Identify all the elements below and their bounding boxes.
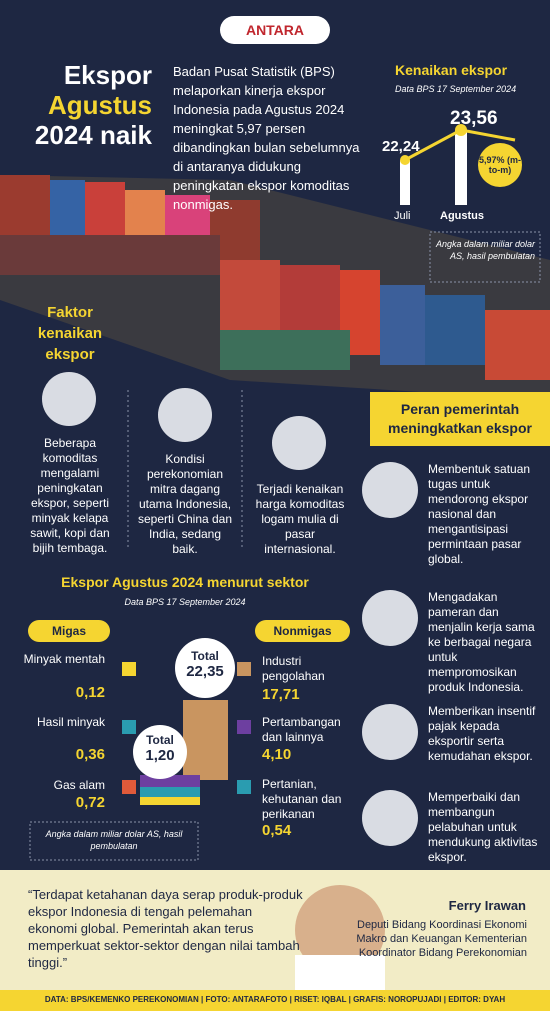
label-july: Juli — [394, 210, 411, 222]
total-value: 1,20 — [145, 747, 175, 764]
icon — [362, 462, 418, 518]
sector-name: Pertambangan dan lainnya — [262, 715, 341, 744]
title: Ekspor Agustus 2024 naik — [10, 60, 152, 150]
sector-source: Data BPS 17 September 2024 — [124, 597, 246, 607]
logo: ANTARA — [220, 16, 330, 44]
title-line: Ekspor — [63, 60, 152, 90]
sector-name: Minyak mentah — [23, 652, 105, 666]
quote: “Terdapat ketahanan daya serap produk-pr… — [28, 887, 303, 970]
label-august: Agustus — [440, 210, 484, 222]
sector-value: 4,10 — [262, 746, 292, 763]
total-migas: Total 1,20 — [133, 725, 187, 779]
factor: Kondisi perekonomian mitra dagang utama … — [137, 452, 233, 556]
roles-title: Peran pemerintah meningkatkan ekspor — [388, 401, 532, 436]
total-label: Total — [191, 649, 219, 663]
sector-value: 0,36 — [75, 746, 105, 763]
sector-name: Pertanian, kehutanan dan perikanan — [262, 777, 342, 821]
factor: Beberapa komoditas mengalami peningkatan… — [30, 436, 110, 555]
sector-name: Industri pengolahan — [262, 654, 325, 683]
increase-title: Kenaikan ekspor — [395, 62, 508, 78]
value-august: 23,56 — [450, 108, 498, 129]
sector-note: Angka dalam miliar dolar AS, hasil pembu… — [45, 829, 183, 851]
role: Memberikan insentif pajak kepada eksport… — [428, 704, 536, 763]
title-line: 2024 naik — [34, 120, 152, 150]
role: Mengadakan pameran dan menjalin kerja sa… — [428, 590, 535, 694]
icon — [362, 704, 418, 760]
role: Memperbaiki dan membangun pelabuhan untu… — [428, 790, 538, 864]
value-july: 22,24 — [382, 138, 420, 155]
factors-title: Faktor kenaikan ekspor — [37, 304, 103, 363]
icon — [362, 590, 418, 646]
sector-value: 17,71 — [262, 686, 300, 703]
icon — [158, 388, 212, 442]
group-label: Migas — [28, 620, 110, 642]
icon — [272, 416, 326, 470]
icon — [362, 790, 418, 846]
title-line: Agustus — [48, 90, 152, 120]
total-nonmigas: Total 22,35 — [175, 638, 235, 698]
increase-note: Angka dalam miliar dolar AS, hasil pembu… — [435, 239, 535, 261]
total-value: 22,35 — [186, 663, 224, 680]
factor: Terjadi kenaikan harga komoditas logam m… — [255, 482, 345, 556]
sector-name: Hasil minyak — [36, 715, 105, 729]
total-label: Total — [146, 733, 174, 747]
icon — [42, 372, 96, 426]
intro: Badan Pusat Statistik (BPS) melaporkan k… — [173, 64, 360, 212]
speaker-title: Deputi Bidang Koordinasi Ekonomi Makro d… — [356, 919, 527, 959]
sector-value: 0,54 — [262, 822, 292, 839]
sector-value: 0,12 — [75, 684, 105, 701]
sector-title: Ekspor Agustus 2024 menurut sektor — [61, 574, 309, 590]
sector-name: Gas alam — [53, 778, 105, 792]
increase-source: Data BPS 17 September 2024 — [395, 84, 517, 94]
speaker-name: Ferry Irawan — [448, 898, 526, 913]
group-label: Nonmigas — [255, 620, 350, 642]
credits: DATA: BPS/KEMENKO PEREKONOMIAN | FOTO: A… — [44, 995, 506, 1004]
role: Membentuk satuan tugas untuk mendorong e… — [428, 462, 531, 566]
growth: 5,97% (m-to-m) — [478, 155, 522, 175]
sector-value: 0,72 — [75, 794, 105, 811]
